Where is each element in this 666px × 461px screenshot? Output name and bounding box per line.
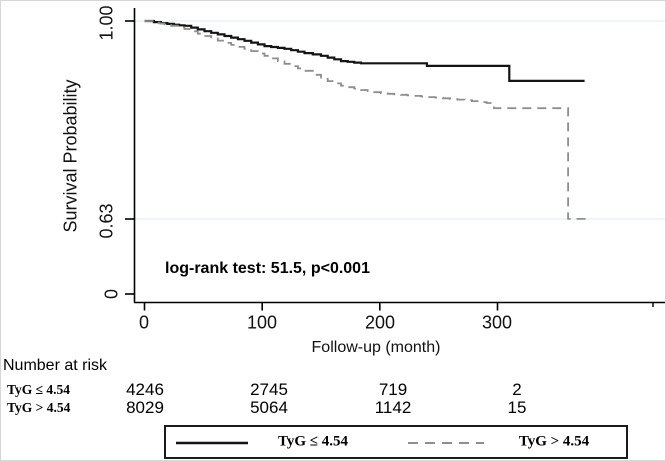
survival-curves <box>144 19 586 220</box>
legend-solid-line-icon <box>176 441 248 445</box>
legend-label-solid: TyG ≤ 4.54 <box>277 433 349 450</box>
legend-label-dashed: TyG > 4.54 <box>518 433 590 450</box>
risk-count: 4246 <box>126 380 164 399</box>
risk-count: 719 <box>378 380 408 399</box>
y-tick-label-0: 0 <box>101 288 122 300</box>
curve-solid <box>144 19 585 82</box>
x-tick-label-100: 100 <box>246 312 278 333</box>
y-tick-label-1.00: 1.00 <box>96 5 117 41</box>
legend-dashed-line-icon <box>408 442 484 444</box>
legend: TyG ≤ 4.54 TyG > 4.54 <box>164 425 628 459</box>
risk-count: 2745 <box>250 380 288 399</box>
risk-row-label: TyG > 4.54 <box>7 400 71 415</box>
risk-count: 2 <box>512 380 522 399</box>
risk-count: 1142 <box>374 398 412 417</box>
risk-count: 5064 <box>250 398 288 417</box>
risk-count: 15 <box>507 398 527 417</box>
x-tick-label-200: 200 <box>364 312 396 333</box>
risk-count: 8029 <box>126 398 164 417</box>
risk-table-header: Number at risk <box>3 357 108 374</box>
y-axis-title: Survival Probability <box>60 79 81 233</box>
x-axis-title: Follow-up (month) <box>311 339 441 356</box>
risk-row-label: TyG ≤ 4.54 <box>7 382 71 397</box>
x-tick-label-300: 300 <box>481 312 513 333</box>
x-tick-label-0: 0 <box>138 312 150 333</box>
curve-dashed <box>144 20 586 220</box>
y-tick-label-0.63: 0.63 <box>96 203 117 239</box>
log-rank-annotation: log-rank test: 51.5, p<0.001 <box>165 260 370 277</box>
